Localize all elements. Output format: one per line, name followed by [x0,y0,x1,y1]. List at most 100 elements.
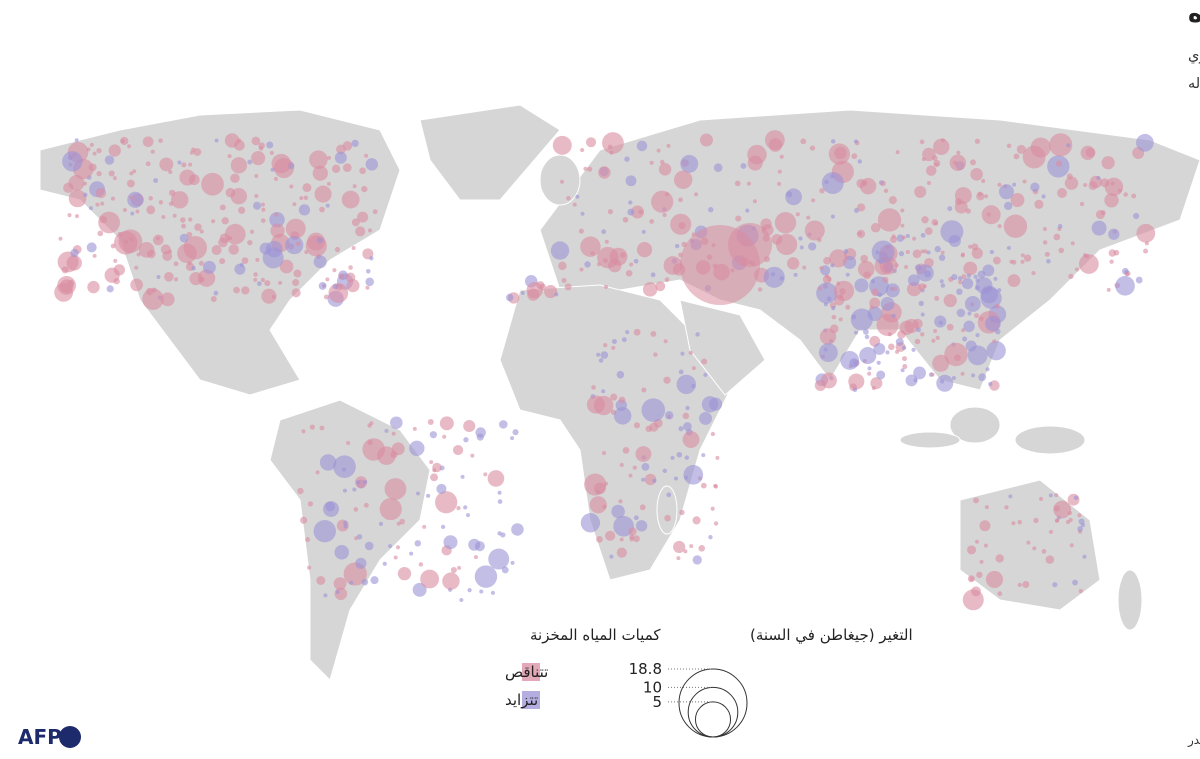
lake-dot [378,521,384,526]
lake-dot [316,237,323,244]
lake-dot [1049,529,1054,534]
lake-dot [808,242,817,251]
lake-dot [416,491,421,496]
lake-dot [1054,518,1060,523]
lake-dot [298,204,311,216]
lake-dot [189,272,203,286]
lake-dot [602,132,624,154]
lake-dot [1106,287,1111,292]
lake-dot [969,577,974,582]
lake-dot [326,181,331,186]
lake-dot [960,252,965,257]
lake-dot [978,373,987,382]
lake-dot [224,133,240,148]
lake-dot [291,288,301,298]
lake-dot [970,159,977,166]
lake-dot [728,223,772,267]
lake-dot [435,491,458,514]
lake-dot [430,473,438,482]
lake-dot [106,285,114,293]
lake-dot [710,506,715,511]
lake-dot [878,259,883,264]
lake-dot [278,280,283,285]
lake-dot [678,426,684,432]
lake-dot [230,188,247,205]
lake-dot [1055,160,1063,167]
lake-dot [579,267,584,272]
legend-color-title: كميات المياه المخزنة [530,626,661,644]
lake-dot [821,171,844,194]
lake-dot [391,431,396,436]
lake-dot [271,294,276,299]
lake-dot [474,565,498,588]
lake-dot [450,566,457,574]
lake-dot [177,160,182,165]
lake-dot [971,373,976,378]
lake-dot [158,200,164,205]
lake-dot [181,223,186,229]
lake-dot [902,356,908,362]
lake-dot [610,393,618,401]
lake-dot [885,350,890,355]
lake-dot [96,148,102,154]
lake-dot [333,577,347,591]
lake-dot [757,287,763,292]
lake-dot [442,572,460,590]
lake-dot [920,232,926,238]
lake-dot [1096,175,1101,180]
lake-dot [997,182,1002,187]
lake-dot [967,545,977,555]
lake-dot [682,431,700,448]
lake-dot [68,175,85,191]
lake-dot [1074,267,1079,272]
lake-dot [961,277,974,290]
lake-dot [1042,240,1048,245]
lake-dot [256,281,262,287]
lake-dot [295,241,301,247]
lake-dot [412,426,417,431]
lake-dot [715,455,720,460]
lake-dot [234,263,246,275]
lake-dot [838,317,843,322]
lake-dot [948,234,961,247]
lake-dot [1091,220,1107,236]
lake-dot [323,593,328,598]
lake-dot [774,212,797,234]
lake-dot [352,487,357,492]
lake-dot [893,286,898,291]
lake-dot [1064,176,1079,190]
lake-dot [852,387,858,393]
lake-dot [713,163,723,172]
lake-dot [876,360,881,365]
lake-dot [395,545,401,550]
lake-dot [601,229,607,235]
lake-dot [611,338,617,345]
lake-dot [442,434,447,439]
lake-dot [630,205,645,219]
lake-dot [356,480,361,485]
lake-dot [831,306,836,311]
lake-dot [863,271,872,280]
lake-dot [128,195,133,200]
lake-dot [888,196,897,205]
lake-dot [338,273,345,280]
lake-dot [768,138,783,152]
lake-dot [1041,549,1047,554]
lake-dot [926,181,932,186]
lake-dot [621,337,627,343]
lake-dot [967,311,972,316]
lake-dot [221,217,229,225]
lake-dot [346,279,360,293]
lake-dot [692,555,702,565]
lake-dot [898,251,905,257]
lake-dot [1123,192,1128,197]
lake-dot [172,213,177,218]
lake-dot [148,196,154,201]
lake-dot [327,155,332,160]
lake-dot [670,455,675,460]
lake-dot [1054,493,1059,498]
lake-dot [334,544,350,560]
lake-dot [364,153,369,158]
lake-dot [974,138,981,144]
lake-dot [333,455,356,478]
